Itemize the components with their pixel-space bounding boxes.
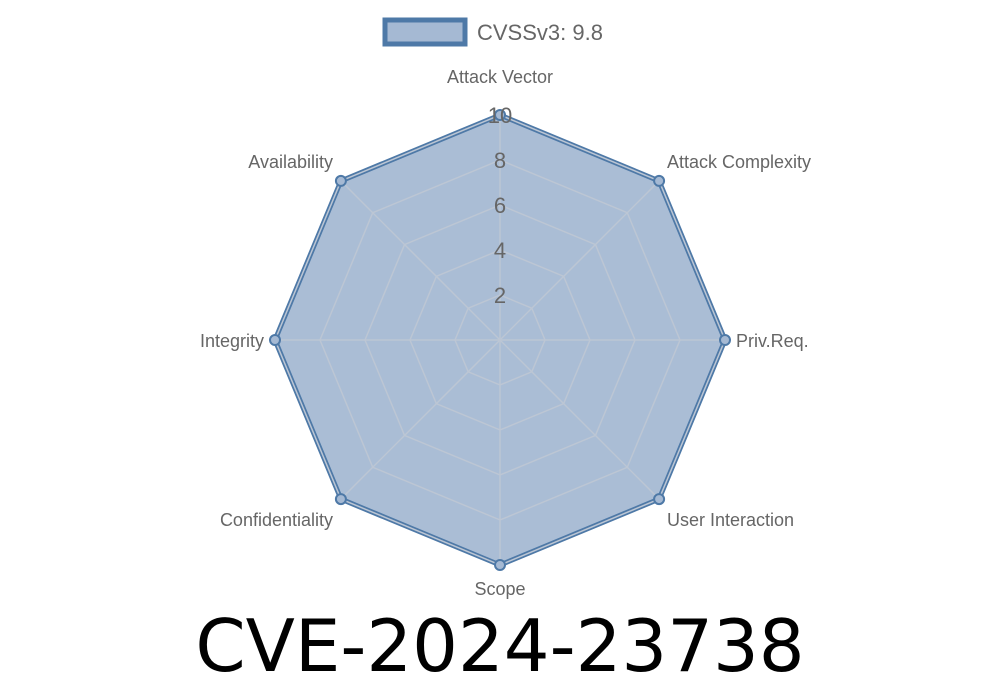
legend-label: CVSSv3: 9.8 <box>477 20 603 45</box>
tick-label: 6 <box>494 193 506 218</box>
axis-label: Attack Complexity <box>667 152 811 172</box>
data-point <box>494 109 506 121</box>
tick-label: 2 <box>494 283 506 308</box>
grid-spoke-overlay <box>342 182 501 341</box>
grid-spoke-overlay <box>342 339 501 498</box>
cve-title: CVE-2024-23738 <box>195 604 805 688</box>
grid-spoke-overlay <box>499 182 658 341</box>
tick-label: 10 <box>488 103 512 128</box>
data-point <box>719 334 731 346</box>
axis-label: Confidentiality <box>220 510 333 530</box>
axis-label: Priv.Req. <box>736 331 809 351</box>
axis-label: Scope <box>474 579 525 599</box>
data-point <box>269 334 281 346</box>
data-point <box>653 493 666 506</box>
axis-label: Integrity <box>200 331 264 351</box>
axis-label: Attack Vector <box>447 67 553 87</box>
legend-swatch <box>382 17 468 47</box>
axis-label: Availability <box>248 152 333 172</box>
data-point <box>334 493 347 506</box>
axis-label: User Interaction <box>667 510 794 530</box>
data-point <box>334 174 347 187</box>
tick-label: 8 <box>494 148 506 173</box>
grid-spoke-overlay <box>499 339 658 498</box>
data-point <box>653 174 666 187</box>
data-point <box>494 559 506 571</box>
tick-label: 4 <box>494 238 506 263</box>
